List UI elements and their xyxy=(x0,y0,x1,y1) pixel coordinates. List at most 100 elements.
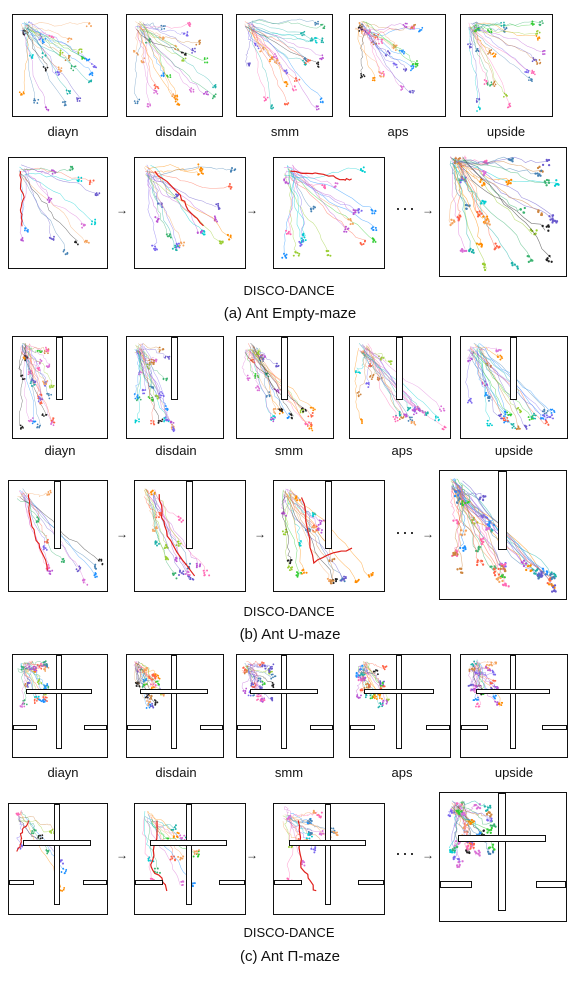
skill-endpoint xyxy=(469,247,472,251)
skill-endpoint xyxy=(460,812,463,816)
skill-endpoint xyxy=(361,665,363,667)
skill-endpoint xyxy=(256,695,259,698)
skill-endpoint xyxy=(67,90,70,92)
skill-endpoint xyxy=(543,53,546,55)
trajectory-line xyxy=(472,22,505,32)
trajectory-line xyxy=(245,349,277,411)
skill-endpoint xyxy=(193,850,196,853)
skill-endpoint xyxy=(310,210,313,213)
skill-endpoint xyxy=(288,569,291,572)
skill-endpoint xyxy=(473,667,476,670)
skill-endpoint xyxy=(533,572,536,575)
skill-endpoint xyxy=(21,374,24,377)
skill-endpoint xyxy=(418,409,420,411)
skill-endpoint xyxy=(483,202,486,205)
skill-endpoint xyxy=(283,178,286,181)
skill-endpoint xyxy=(287,846,290,848)
skill-endpoint xyxy=(486,850,490,853)
skill-endpoint xyxy=(505,26,508,29)
skill-endpoint xyxy=(545,178,549,182)
skill-endpoint xyxy=(492,671,495,673)
skill-endpoint xyxy=(482,494,485,498)
skill-endpoint xyxy=(88,81,90,84)
maze-wall-left xyxy=(135,879,163,886)
trajectory-line xyxy=(473,24,532,27)
skill-endpoint xyxy=(423,414,426,416)
skill-endpoint xyxy=(314,846,317,849)
skill-endpoint xyxy=(534,417,537,420)
skill-endpoint xyxy=(270,107,272,109)
maze-wall-vertical xyxy=(509,655,517,749)
skill-endpoint xyxy=(172,573,175,576)
trajectory-line xyxy=(21,661,47,666)
skill-endpoint xyxy=(254,377,257,379)
skill-endpoint xyxy=(472,251,475,254)
skill-endpoint xyxy=(182,573,185,576)
skill-endpoint xyxy=(289,559,292,562)
skill-endpoint xyxy=(308,821,311,824)
skill-endpoint xyxy=(531,69,534,72)
skill-endpoint xyxy=(153,359,156,362)
trajectory-line xyxy=(138,343,163,352)
skill-endpoint xyxy=(32,379,35,382)
skill-endpoint xyxy=(485,527,489,531)
skill-endpoint xyxy=(378,74,381,77)
skill-endpoint xyxy=(409,416,411,419)
skill-endpoint xyxy=(60,67,63,70)
skill-endpoint xyxy=(35,669,38,672)
skill-endpoint xyxy=(534,172,537,175)
skill-endpoint xyxy=(531,20,534,23)
trajectory-line xyxy=(251,352,289,416)
skill-endpoint xyxy=(269,418,272,421)
skill-endpoint xyxy=(461,248,464,252)
skill-endpoint xyxy=(91,63,93,65)
trajectory-plot xyxy=(133,343,176,433)
skill-endpoint xyxy=(537,38,539,41)
trajectory-line xyxy=(476,660,496,666)
skill-endpoint xyxy=(456,522,459,525)
skill-endpoint xyxy=(183,32,186,35)
trajectory-line xyxy=(288,817,300,843)
skill-endpoint xyxy=(343,577,346,580)
skill-endpoint xyxy=(356,694,359,697)
trajectory-plot xyxy=(281,164,378,259)
skill-endpoint xyxy=(213,215,216,218)
skill-endpoint xyxy=(135,419,138,422)
skill-endpoint xyxy=(457,157,461,161)
skill-endpoint xyxy=(44,685,47,688)
skill-endpoint xyxy=(531,259,534,262)
skill-endpoint xyxy=(360,209,363,212)
skill-endpoint xyxy=(373,76,376,79)
trajectory-line xyxy=(468,22,509,108)
skill-endpoint xyxy=(160,74,163,77)
skill-endpoint xyxy=(544,422,547,425)
skill-endpoint xyxy=(489,422,492,425)
skill-endpoint xyxy=(193,882,196,885)
skill-endpoint xyxy=(156,680,159,683)
skill-endpoint xyxy=(414,23,417,26)
trajectory-line xyxy=(287,165,303,243)
skill-endpoint xyxy=(486,424,489,427)
skill-endpoint xyxy=(133,100,136,103)
skill-endpoint xyxy=(48,363,51,366)
skill-endpoint xyxy=(175,835,178,838)
skill-endpoint xyxy=(537,210,540,214)
skill-endpoint xyxy=(41,398,44,401)
trajectory-line xyxy=(247,666,263,690)
skill-endpoint xyxy=(29,419,32,422)
trajectory-line xyxy=(284,494,330,582)
skill-endpoint xyxy=(287,102,290,104)
maze-wall-left xyxy=(274,879,302,886)
skill-endpoint xyxy=(66,251,69,254)
skill-endpoint xyxy=(302,410,305,413)
skill-endpoint xyxy=(414,408,417,411)
skill-endpoint xyxy=(32,665,35,668)
skill-endpoint xyxy=(79,566,82,569)
skill-endpoint xyxy=(507,106,510,109)
skill-endpoint xyxy=(155,525,158,528)
skill-endpoint xyxy=(447,814,450,817)
skill-endpoint xyxy=(154,359,157,362)
trajectory-line xyxy=(458,156,547,165)
skill-endpoint xyxy=(169,74,172,77)
skill-endpoint xyxy=(359,689,362,692)
